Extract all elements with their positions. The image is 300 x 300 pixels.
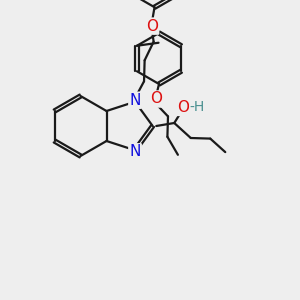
Text: O: O (151, 92, 163, 106)
Text: O: O (177, 100, 189, 115)
Text: N: N (129, 144, 141, 159)
Text: O: O (146, 19, 158, 34)
Text: -H: -H (189, 100, 205, 114)
Text: N: N (129, 93, 141, 108)
